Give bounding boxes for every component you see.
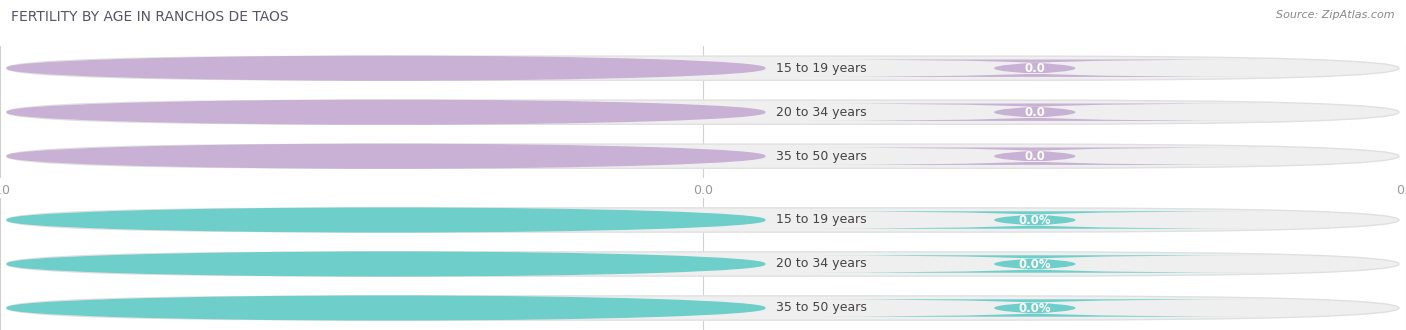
FancyBboxPatch shape (7, 144, 1399, 168)
Text: 0.0: 0.0 (1025, 106, 1045, 119)
Circle shape (7, 56, 765, 80)
Text: 15 to 19 years: 15 to 19 years (776, 214, 866, 226)
FancyBboxPatch shape (7, 296, 1399, 320)
Circle shape (7, 100, 765, 124)
Text: 0.0: 0.0 (1025, 150, 1045, 163)
Text: 0.0%: 0.0% (1018, 302, 1052, 314)
Text: 20 to 34 years: 20 to 34 years (776, 257, 866, 271)
Text: 35 to 50 years: 35 to 50 years (776, 150, 868, 163)
Circle shape (7, 296, 765, 320)
Circle shape (7, 252, 765, 276)
Text: 0.0: 0.0 (1025, 62, 1045, 75)
FancyBboxPatch shape (7, 56, 1399, 80)
Circle shape (7, 144, 765, 168)
FancyBboxPatch shape (7, 208, 1399, 232)
Text: 0.0%: 0.0% (1018, 214, 1052, 226)
FancyBboxPatch shape (797, 299, 1272, 317)
FancyBboxPatch shape (797, 255, 1272, 273)
Text: FERTILITY BY AGE IN RANCHOS DE TAOS: FERTILITY BY AGE IN RANCHOS DE TAOS (11, 10, 288, 24)
FancyBboxPatch shape (797, 104, 1272, 121)
FancyBboxPatch shape (797, 59, 1272, 77)
Text: Source: ZipAtlas.com: Source: ZipAtlas.com (1277, 10, 1395, 20)
Text: 15 to 19 years: 15 to 19 years (776, 62, 866, 75)
FancyBboxPatch shape (797, 211, 1272, 229)
Text: 20 to 34 years: 20 to 34 years (776, 106, 866, 119)
FancyBboxPatch shape (797, 148, 1272, 165)
Text: 35 to 50 years: 35 to 50 years (776, 302, 868, 314)
FancyBboxPatch shape (7, 252, 1399, 276)
Circle shape (7, 208, 765, 232)
Text: 0.0%: 0.0% (1018, 257, 1052, 271)
FancyBboxPatch shape (7, 100, 1399, 124)
